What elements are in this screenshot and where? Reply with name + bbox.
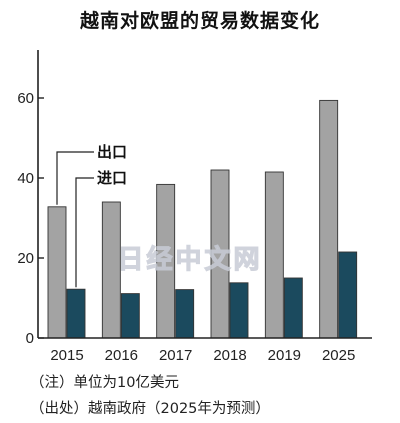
x-axis-ticks: 2015 2016 2017 2018 2019 2025 xyxy=(50,347,355,364)
legend-leader-line xyxy=(75,177,94,288)
legend-label-import: 进口 xyxy=(97,169,127,187)
watermark: 日经中文网 xyxy=(117,244,262,275)
chart-title: 越南对欧盟的贸易数据变化 xyxy=(79,10,320,32)
y-tick-label: 20 xyxy=(17,250,34,267)
bar-import-2018 xyxy=(229,282,249,339)
x-tick-label: 2019 xyxy=(268,347,301,364)
bar-import-2019 xyxy=(283,277,303,339)
y-tick-label: 0 xyxy=(26,330,34,347)
x-tick-label: 2017 xyxy=(159,347,192,364)
bar-import-2025 xyxy=(338,251,358,339)
legend-leader-line xyxy=(56,151,94,205)
x-tick-label: 2016 xyxy=(105,347,138,364)
x-tick-label: 2015 xyxy=(50,347,83,364)
y-tick-label: 60 xyxy=(17,90,34,107)
unit-note: （注）单位为10亿美元 xyxy=(30,375,179,391)
bar-import-2015 xyxy=(66,288,86,339)
bar-export-2015 xyxy=(47,206,67,339)
x-tick-label: 2025 xyxy=(322,347,355,364)
source-note: （出处）越南政府（2025年为预测） xyxy=(30,401,270,417)
y-tick-label: 40 xyxy=(17,170,34,187)
bar-export-2025 xyxy=(319,99,339,339)
bar-export-2019 xyxy=(264,171,284,339)
y-axis-ticks: 0 20 40 60 xyxy=(17,90,44,347)
x-tick-label: 2018 xyxy=(213,347,246,364)
bar-import-2017 xyxy=(175,289,195,339)
bar-import-2016 xyxy=(120,293,140,339)
legend-label-export: 出口 xyxy=(97,143,127,161)
bars-layer xyxy=(47,99,358,339)
